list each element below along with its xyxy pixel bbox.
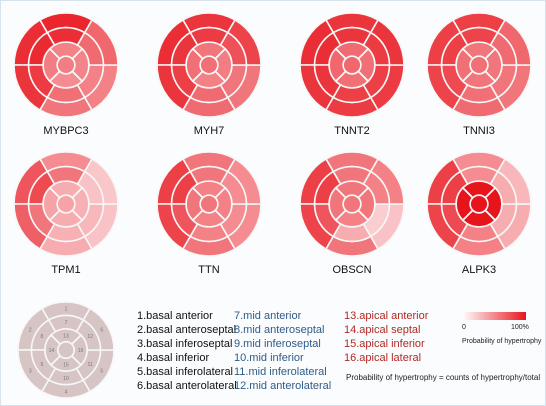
key-number-4: 4 bbox=[65, 389, 68, 395]
key-number-7: 7 bbox=[65, 320, 68, 326]
bullseye-obscn: OBSCN bbox=[299, 151, 405, 276]
legend-max-label: 100% bbox=[511, 324, 529, 331]
myh7-apex bbox=[199, 55, 219, 75]
mybpc3-apex bbox=[56, 55, 76, 75]
segment-label-12: 12.mid anterolateral bbox=[234, 380, 331, 392]
gene-label-alpk3: ALPK3 bbox=[462, 264, 496, 276]
segment-label-11: 11.mid inferolateral bbox=[234, 366, 327, 378]
obscn-apex bbox=[342, 194, 362, 214]
key-number-1: 1 bbox=[65, 307, 68, 313]
key-number-6: 6 bbox=[100, 327, 103, 333]
segment-label-14: 14.apical septal bbox=[344, 324, 420, 336]
bullseye-myh7: MYH7 bbox=[156, 12, 262, 137]
segment-label-10: 10.mid inferior bbox=[234, 352, 304, 364]
bullseye-alpk3: ALPK3 bbox=[426, 151, 532, 276]
segment-label-3: 3.basal inferoseptal bbox=[137, 338, 232, 350]
key-number-8: 8 bbox=[40, 334, 43, 340]
gene-label-mybpc3: MYBPC3 bbox=[43, 125, 88, 137]
legend-min-label: 0 bbox=[462, 324, 466, 331]
key-number-14: 14 bbox=[49, 348, 55, 354]
segment-label-15: 15.apical inferior bbox=[344, 338, 425, 350]
segment-label-2: 2.basal anteroseptal bbox=[137, 324, 236, 336]
segment-label-4: 4.basal inferior bbox=[137, 352, 209, 364]
segment-label-8: 8.mid anteroseptal bbox=[234, 324, 325, 336]
legend-title: Probability of hypertrophy bbox=[462, 338, 542, 345]
segment-label-7: 7.mid anterior bbox=[234, 310, 302, 322]
key-number-10: 10 bbox=[63, 376, 69, 382]
segment-label-13: 13.apical anterior bbox=[344, 310, 429, 322]
gene-label-tpm1: TPM1 bbox=[51, 264, 80, 276]
bullseye-ttn: TTN bbox=[156, 151, 262, 276]
key-number-16: 16 bbox=[78, 348, 84, 354]
key-number-11: 11 bbox=[88, 362, 93, 368]
bullseye-tnnt2: TNNT2 bbox=[299, 12, 405, 137]
tnnt2-apex bbox=[342, 55, 362, 75]
key-number-2: 2 bbox=[29, 327, 32, 333]
segment-label-5: 5.basal inferolateral bbox=[137, 366, 233, 378]
gene-label-tnni3: TNNI3 bbox=[463, 125, 495, 137]
gene-label-tnnt2: TNNT2 bbox=[334, 125, 369, 137]
key-number-12: 12 bbox=[87, 334, 93, 340]
key-number-13: 13 bbox=[63, 333, 69, 339]
segment-label-9: 9.mid inferoseptal bbox=[234, 338, 321, 350]
bullseye-tpm1: TPM1 bbox=[13, 151, 119, 276]
legend-gradient-bar bbox=[462, 312, 526, 320]
ttn-apex bbox=[199, 194, 219, 214]
key-number-15: 15 bbox=[63, 363, 69, 369]
key-apex bbox=[57, 341, 75, 359]
segment-label-16: 16.apical lateral bbox=[344, 352, 421, 364]
key-number-3: 3 bbox=[29, 369, 32, 375]
bullseye-tnni3: TNNI3 bbox=[426, 12, 532, 137]
segment-key-bullseye bbox=[17, 301, 115, 399]
tpm1-apex bbox=[56, 194, 76, 214]
segment-label-6: 6.basal anterolateral bbox=[137, 380, 237, 392]
key-number-5: 5 bbox=[100, 369, 103, 375]
bullseye-mybpc3: MYBPC3 bbox=[13, 12, 119, 137]
key-number-9: 9 bbox=[40, 362, 43, 368]
gene-label-obscn: OBSCN bbox=[332, 264, 371, 276]
gene-label-myh7: MYH7 bbox=[194, 125, 225, 137]
alpk3-apex bbox=[469, 194, 489, 214]
legend-formula: Probability of hypertrophy = counts of h… bbox=[346, 373, 540, 382]
tnni3-apex bbox=[469, 55, 489, 75]
segment-label-1: 1.basal anterior bbox=[137, 310, 213, 322]
gene-label-ttn: TTN bbox=[198, 264, 219, 276]
